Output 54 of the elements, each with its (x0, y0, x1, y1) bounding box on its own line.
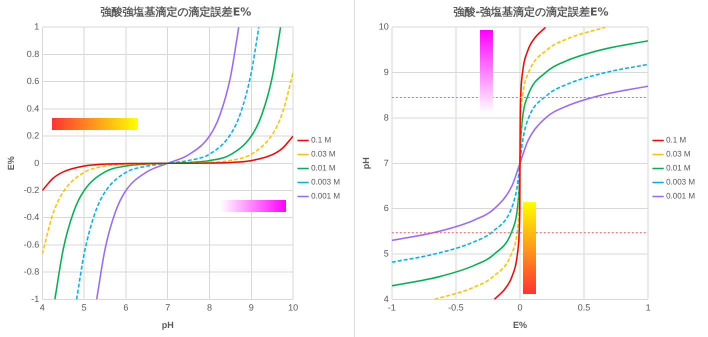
legend-label: 0.03 M (311, 150, 336, 159)
line-series (54, 27, 282, 300)
line-series (494, 27, 546, 300)
x-tick-label: 1 (646, 302, 651, 312)
y-tick-label: 0.2 (26, 130, 40, 141)
legend-label: 0.03 M (666, 150, 691, 159)
y-tick-label: 8 (384, 112, 389, 122)
x-tick-label: 8 (206, 302, 212, 312)
y-tick-label: 1 (34, 22, 40, 32)
x-tick-label: 9 (248, 302, 254, 312)
line-series (434, 27, 606, 300)
x-tick-label: -0.5 (448, 302, 464, 312)
x-tick-label: 7 (165, 302, 170, 312)
y-tick-label: -0.4 (24, 212, 40, 222)
line-series (392, 40, 648, 287)
line-series (96, 27, 240, 300)
chart-title: 強酸強塩基滴定の滴定誤差E% (100, 5, 252, 18)
line-series (392, 85, 648, 242)
line-series (392, 64, 648, 263)
y-tick-label: 0.4 (26, 103, 40, 114)
y-tick-label: 5 (384, 248, 389, 259)
x-tick-label: 6 (123, 302, 128, 312)
x-tick-label: 0.5 (578, 302, 590, 312)
legend-label: 0.01 M (311, 164, 336, 173)
y-axis-title: pH (360, 157, 371, 170)
y-tick-label: 9 (384, 67, 389, 78)
y-tick-label: 10 (378, 22, 389, 32)
y-axis-title: E% (6, 156, 16, 170)
legend-label: 0.003 M (666, 178, 696, 187)
legend-label: 0.1 M (666, 136, 686, 145)
y-tick-label: -1 (31, 294, 40, 304)
chart-title: 強酸-強塩基滴定の滴定誤差E% (453, 5, 609, 18)
line-series (76, 27, 260, 300)
line-series (42, 72, 294, 255)
y-tick-label: 4 (384, 294, 389, 304)
y-tick-label: 6 (384, 203, 389, 214)
x-tick-label: 10 (288, 302, 298, 312)
y-tick-label: -0.6 (24, 239, 40, 250)
x-axis-title: E% (512, 320, 527, 330)
y-tick-label: 0.8 (26, 48, 40, 59)
y-tick-label: -0.8 (24, 266, 40, 277)
x-axis-title: pH (162, 320, 174, 330)
legend-label: 0.1 M (311, 136, 332, 145)
y-tick-label: 0.6 (26, 76, 40, 86)
x-tick-label: 0 (517, 302, 522, 312)
legend-label: 0.001 M (311, 192, 340, 201)
y-tick-label: -0.2 (24, 185, 40, 196)
y-tick-label: 7 (384, 158, 389, 168)
legend-label: 0.01 M (666, 164, 691, 173)
line-series (42, 135, 294, 192)
y-tick-label: 0 (34, 158, 40, 168)
legend-label: 0.001 M (666, 192, 696, 201)
x-tick-label: 5 (82, 302, 87, 312)
legend-label: 0.003 M (311, 178, 340, 187)
